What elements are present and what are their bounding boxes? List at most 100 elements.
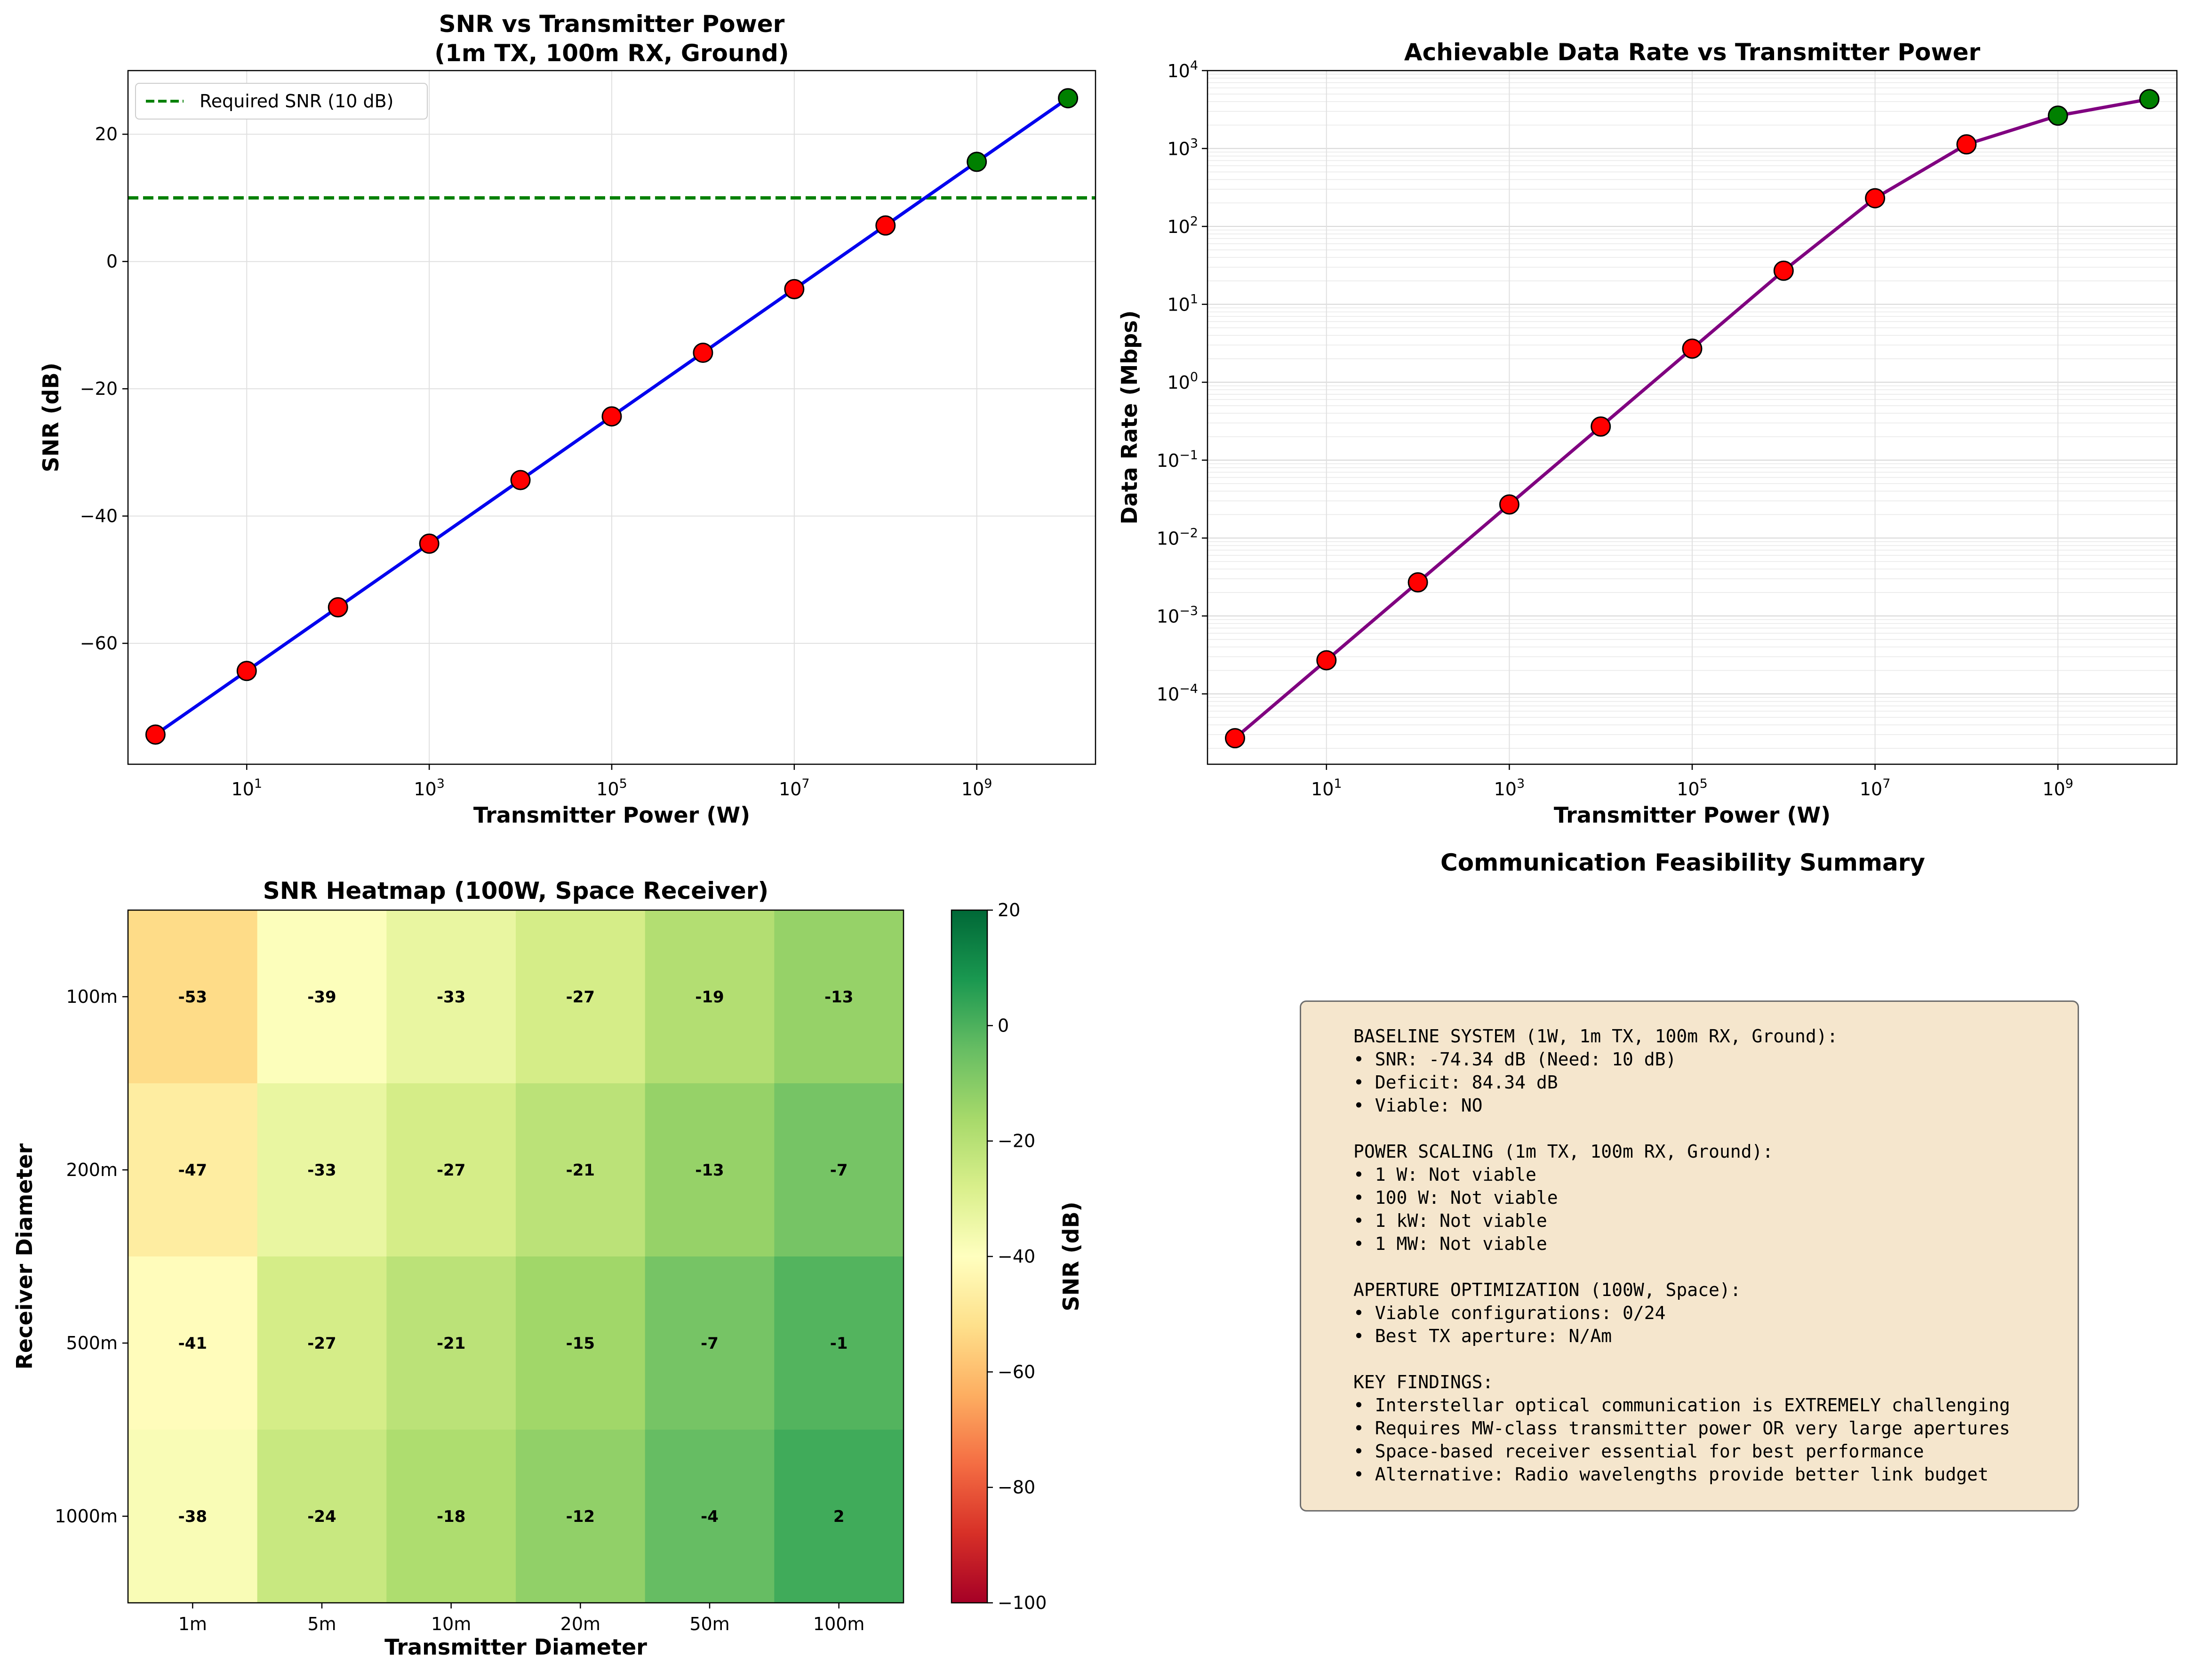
heatmap-cell-label: -27: [307, 1334, 336, 1353]
heatmap-cell-label: -24: [307, 1507, 336, 1526]
y-tick-label: −40: [80, 506, 118, 527]
snr-vs-power-y-ticks: 20 0 −20 −40 −60: [80, 124, 128, 654]
summary-line: • 100 W: Not viable: [1353, 1187, 1558, 1208]
heatmap-cell: [386, 1430, 516, 1603]
colorbar-tick-label: −80: [998, 1477, 1035, 1498]
data-rate-point: [1956, 134, 1977, 155]
data-rate-point: [2047, 105, 2068, 126]
heatmap-cell-label: -7: [701, 1334, 719, 1353]
snr-data-point: [236, 661, 257, 681]
summary-line: • Viable configurations: 0/24: [1353, 1303, 1666, 1323]
legend-box: [135, 83, 428, 120]
heatmap-cell-label: -38: [178, 1507, 207, 1526]
heatmap-cell: [516, 910, 646, 1084]
colorbar-tick-label: −40: [998, 1246, 1035, 1267]
y-tick-label: 20: [95, 124, 118, 144]
heatmap-title: SNR Heatmap (100W, Space Receiver): [263, 877, 769, 904]
heatmap-cells: -53 -39 -33 -27 -19 -13 -47 -33 -27 -21 -13 -7 -41 -2…: [128, 910, 904, 1603]
heatmap-cell: [128, 1256, 258, 1430]
heatmap-cell: [645, 910, 775, 1084]
legend-label-required-snr: Required SNR (10 dB): [200, 91, 394, 112]
snr-vs-power-panel: SNR vs Transmitter Power (1m TX, 100m RX,…: [38, 10, 1096, 828]
heatmap-cell: [645, 1083, 775, 1257]
summary-title: Communication Feasibility Summary: [1440, 849, 1925, 876]
summary-box: [1300, 1000, 2079, 1512]
heatmap-y-label: Receiver Diameter: [12, 1143, 37, 1369]
snr-vs-power-y-label: SNR (dB): [38, 362, 64, 472]
heatmap-cell-label: -33: [307, 1161, 336, 1180]
colorbar-tick-label: 0: [998, 1015, 1009, 1036]
heatmap-cell: [516, 1430, 646, 1603]
y-tick-label: −20: [80, 378, 118, 399]
data-rate-x-label: Transmitter Power (W): [1554, 802, 1831, 828]
snr-vs-power-x-ticks: 101 103 105 107 109: [232, 764, 992, 800]
data-rate-panel: Achievable Data Rate vs Transmitter Powe…: [1117, 39, 2178, 828]
y-tick-label: 10−2: [1157, 526, 1198, 549]
y-tick-label: −60: [80, 633, 118, 654]
x-tick-label: 101: [1311, 776, 1342, 800]
heatmap-cell-label: -39: [307, 988, 336, 1007]
data-rate-x-ticks: 101 103 105 107 109: [1311, 764, 2073, 800]
snr-data-point: [510, 470, 531, 490]
heatmap-axes-frame: [127, 909, 904, 1604]
heatmap-cell: [516, 1256, 646, 1430]
snr-vs-power-x-label: Transmitter Power (W): [473, 802, 750, 828]
heatmap-cell: [128, 1083, 258, 1257]
y-tick-label: 100: [1167, 370, 1198, 393]
y-tick-label: 1000m: [55, 1506, 118, 1527]
heatmap-cell: [645, 1256, 775, 1430]
colorbar-tick-label: 20: [998, 900, 1020, 920]
snr-data-point: [145, 724, 166, 745]
snr-data-point: [967, 152, 987, 172]
snr-vs-power-grid: [128, 71, 1096, 764]
data-rate-point: [2139, 89, 2160, 110]
heatmap-cell-label: 2: [833, 1507, 845, 1526]
x-tick-label: 107: [1860, 776, 1891, 800]
heatmap-cell-label: -18: [437, 1507, 465, 1526]
x-tick-label: 1m: [178, 1614, 207, 1634]
x-tick-label: 5m: [307, 1614, 336, 1634]
heatmap-cell-label: -19: [695, 988, 724, 1007]
y-tick-label: 10−1: [1157, 448, 1198, 471]
colorbar-tick-label: −100: [998, 1592, 1047, 1613]
heatmap-cell-label: -27: [566, 988, 595, 1007]
heatmap-cell-label: -13: [824, 988, 853, 1007]
heatmap-cell-label: -15: [566, 1334, 595, 1353]
summary-line: • 1 W: Not viable: [1353, 1164, 1536, 1185]
heatmap-cell-label: -27: [437, 1161, 465, 1180]
summary-line: KEY FINDINGS:: [1353, 1372, 1494, 1392]
y-tick-label: 101: [1167, 292, 1198, 315]
heatmap-cell: [516, 1083, 646, 1257]
summary-line: • Deficit: 84.34 dB: [1353, 1072, 1558, 1093]
heatmap-cell-label: -13: [695, 1161, 724, 1180]
summary-line: BASELINE SYSTEM (1W, 1m TX, 100m RX, Gro…: [1353, 1026, 1838, 1047]
snr-data-point: [875, 215, 896, 236]
data-rate-series-points: [1224, 89, 2160, 749]
x-tick-label: 103: [1494, 776, 1525, 800]
data-rate-point: [1316, 650, 1337, 671]
x-tick-label: 109: [961, 776, 992, 800]
heatmap-cell: [774, 910, 904, 1084]
y-tick-label: 103: [1167, 136, 1198, 160]
heatmap-cell-label: -33: [437, 988, 465, 1007]
heatmap-y-ticks: 100m 200m 500m 1000m: [55, 986, 128, 1527]
summary-line: • 1 MW: Not viable: [1353, 1233, 1547, 1254]
heatmap-cell: [386, 1083, 516, 1257]
data-rate-y-label: Data Rate (Mbps): [1117, 311, 1142, 525]
heatmap-cell-label: -41: [178, 1334, 207, 1353]
heatmap-cell-label: -47: [178, 1161, 207, 1180]
heatmap-cell: [257, 1256, 387, 1430]
y-tick-label: 10−4: [1157, 681, 1198, 704]
heatmap-cell-label: -7: [830, 1161, 848, 1180]
heatmap-cell: [386, 1256, 516, 1430]
heatmap-cell: [386, 910, 516, 1084]
x-tick-label: 101: [232, 776, 263, 800]
y-tick-label: 0: [106, 251, 118, 272]
data-rate-point: [1773, 260, 1794, 281]
summary-line: APERTURE OPTIMIZATION (100W, Space):: [1353, 1280, 1741, 1300]
data-rate-grid: [1207, 70, 2177, 764]
heatmap-x-ticks: 1m 5m 10m 20m 50m 100m: [178, 1603, 864, 1634]
x-tick-label: 20m: [560, 1614, 600, 1634]
colorbar-tick-label: −60: [998, 1361, 1035, 1382]
